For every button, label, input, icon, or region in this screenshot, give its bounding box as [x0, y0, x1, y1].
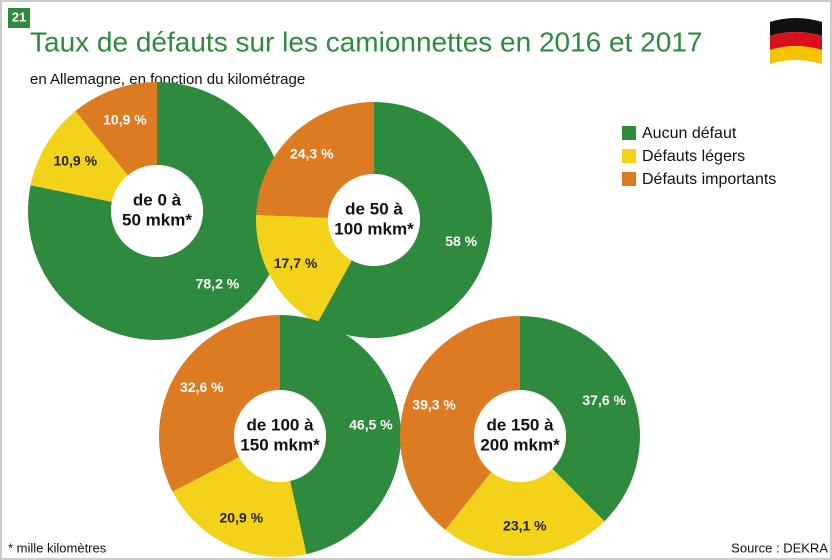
- donut-hole: [474, 390, 566, 482]
- legend-label: Défauts importants: [642, 171, 776, 188]
- value-label: 10,9 %: [103, 112, 147, 128]
- flag: [770, 18, 822, 64]
- value-label: 46,5 %: [349, 417, 393, 433]
- value-label: 32,6 %: [180, 379, 224, 395]
- donut-segment: [255, 214, 352, 324]
- center-label: 50 mkm*: [122, 210, 192, 229]
- donut-segment: [30, 111, 128, 202]
- footnote: * mille kilomètres: [8, 540, 107, 555]
- donut-segment: [280, 315, 401, 555]
- donut-segment: [75, 82, 157, 176]
- value-label: 10,9 %: [53, 152, 97, 168]
- legend-swatch: [622, 172, 636, 186]
- donut-hole: [328, 174, 420, 266]
- donut-segment: [317, 102, 493, 338]
- value-label: 24,3 %: [290, 146, 334, 162]
- center-label: de 50 à: [345, 199, 403, 218]
- value-label: 20,9 %: [220, 510, 264, 526]
- donut-segment: [256, 102, 374, 218]
- donut-segment: [172, 457, 307, 558]
- center-label: 100 mkm*: [334, 219, 414, 238]
- source: Source : DEKRA: [731, 540, 828, 555]
- badge-number: 21: [12, 9, 26, 24]
- donut-segment: [27, 82, 287, 340]
- value-label: 23,1 %: [503, 518, 547, 534]
- legend-swatch: [622, 126, 636, 140]
- donut-segment: [400, 316, 520, 530]
- value-label: 58 %: [445, 233, 477, 249]
- donut-segment: [445, 468, 605, 556]
- center-label: de 100 à: [246, 415, 314, 434]
- donut-hole: [234, 390, 326, 482]
- donut-segment: [520, 316, 640, 522]
- value-label: 39,3 %: [412, 397, 456, 413]
- chart-title: Taux de défauts sur les camionnettes en …: [30, 26, 702, 57]
- subtitle: en Allemagne, en fonction du kilométrage: [30, 71, 305, 88]
- center-label: de 150 à: [486, 415, 554, 434]
- donut-hole: [111, 165, 203, 257]
- legend-label: Défauts légers: [642, 148, 745, 165]
- value-label: 17,7 %: [274, 255, 318, 271]
- value-label: 37,6 %: [582, 392, 626, 408]
- badge: [8, 8, 30, 28]
- legend-swatch: [622, 149, 636, 163]
- value-label: 78,2 %: [196, 276, 240, 292]
- center-label: de 0 à: [133, 190, 182, 209]
- donut-segment: [159, 315, 280, 492]
- center-label: 200 mkm*: [480, 435, 560, 454]
- legend-label: Aucun défaut: [642, 125, 737, 142]
- center-label: 150 mkm*: [240, 435, 320, 454]
